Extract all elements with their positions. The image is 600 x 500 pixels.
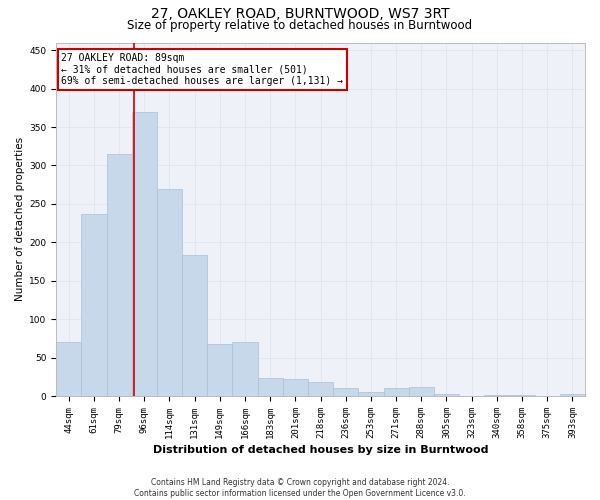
Bar <box>232 342 257 396</box>
Bar <box>308 382 333 396</box>
Bar <box>82 214 107 396</box>
Bar <box>207 344 232 396</box>
Bar <box>434 394 459 396</box>
Text: Contains HM Land Registry data © Crown copyright and database right 2024.
Contai: Contains HM Land Registry data © Crown c… <box>134 478 466 498</box>
Bar <box>358 392 383 396</box>
Bar <box>131 112 157 396</box>
Bar <box>283 379 308 396</box>
Text: Size of property relative to detached houses in Burntwood: Size of property relative to detached ho… <box>127 18 473 32</box>
Bar <box>409 387 434 396</box>
Bar <box>257 378 283 396</box>
Text: 27 OAKLEY ROAD: 89sqm
← 31% of detached houses are smaller (501)
69% of semi-det: 27 OAKLEY ROAD: 89sqm ← 31% of detached … <box>61 53 343 86</box>
Bar <box>333 388 358 396</box>
Bar <box>56 342 82 396</box>
Bar <box>484 394 509 396</box>
Bar <box>182 256 207 396</box>
Bar <box>107 154 131 396</box>
Y-axis label: Number of detached properties: Number of detached properties <box>15 137 25 302</box>
X-axis label: Distribution of detached houses by size in Burntwood: Distribution of detached houses by size … <box>153 445 488 455</box>
Text: 27, OAKLEY ROAD, BURNTWOOD, WS7 3RT: 27, OAKLEY ROAD, BURNTWOOD, WS7 3RT <box>151 8 449 22</box>
Bar <box>157 188 182 396</box>
Bar <box>383 388 409 396</box>
Bar <box>560 394 585 396</box>
